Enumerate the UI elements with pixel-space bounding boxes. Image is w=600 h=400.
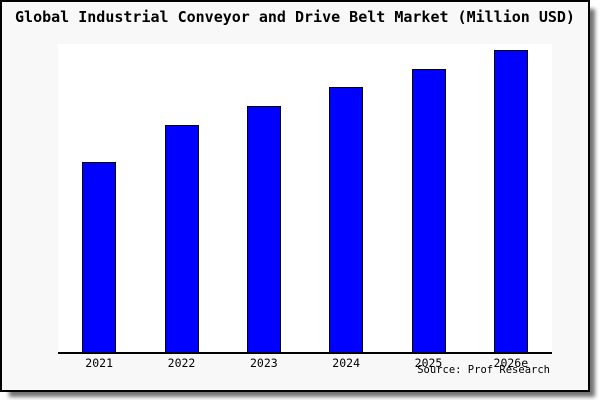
plot-area <box>58 44 552 354</box>
bar-2025 <box>411 69 446 352</box>
x-tick-label-2023: 2023 <box>249 356 278 370</box>
x-tick-label-2025: 2025 <box>414 356 443 370</box>
x-tick-label-2022: 2022 <box>167 356 196 370</box>
chart-card: Global Industrial Conveyor and Drive Bel… <box>0 0 590 392</box>
bar-2021 <box>82 162 117 352</box>
chart-title: Global Industrial Conveyor and Drive Bel… <box>15 8 575 26</box>
source-text: Source: Prof Research <box>417 364 550 376</box>
bar-2026e <box>493 50 528 352</box>
bar-2022 <box>164 125 199 352</box>
bar-2023 <box>246 106 281 352</box>
x-tick-label-2026e: 2026e <box>493 356 529 370</box>
x-tick-label-2021: 2021 <box>85 356 114 370</box>
bar-2024 <box>329 87 364 352</box>
x-tick-label-2024: 2024 <box>332 356 361 370</box>
